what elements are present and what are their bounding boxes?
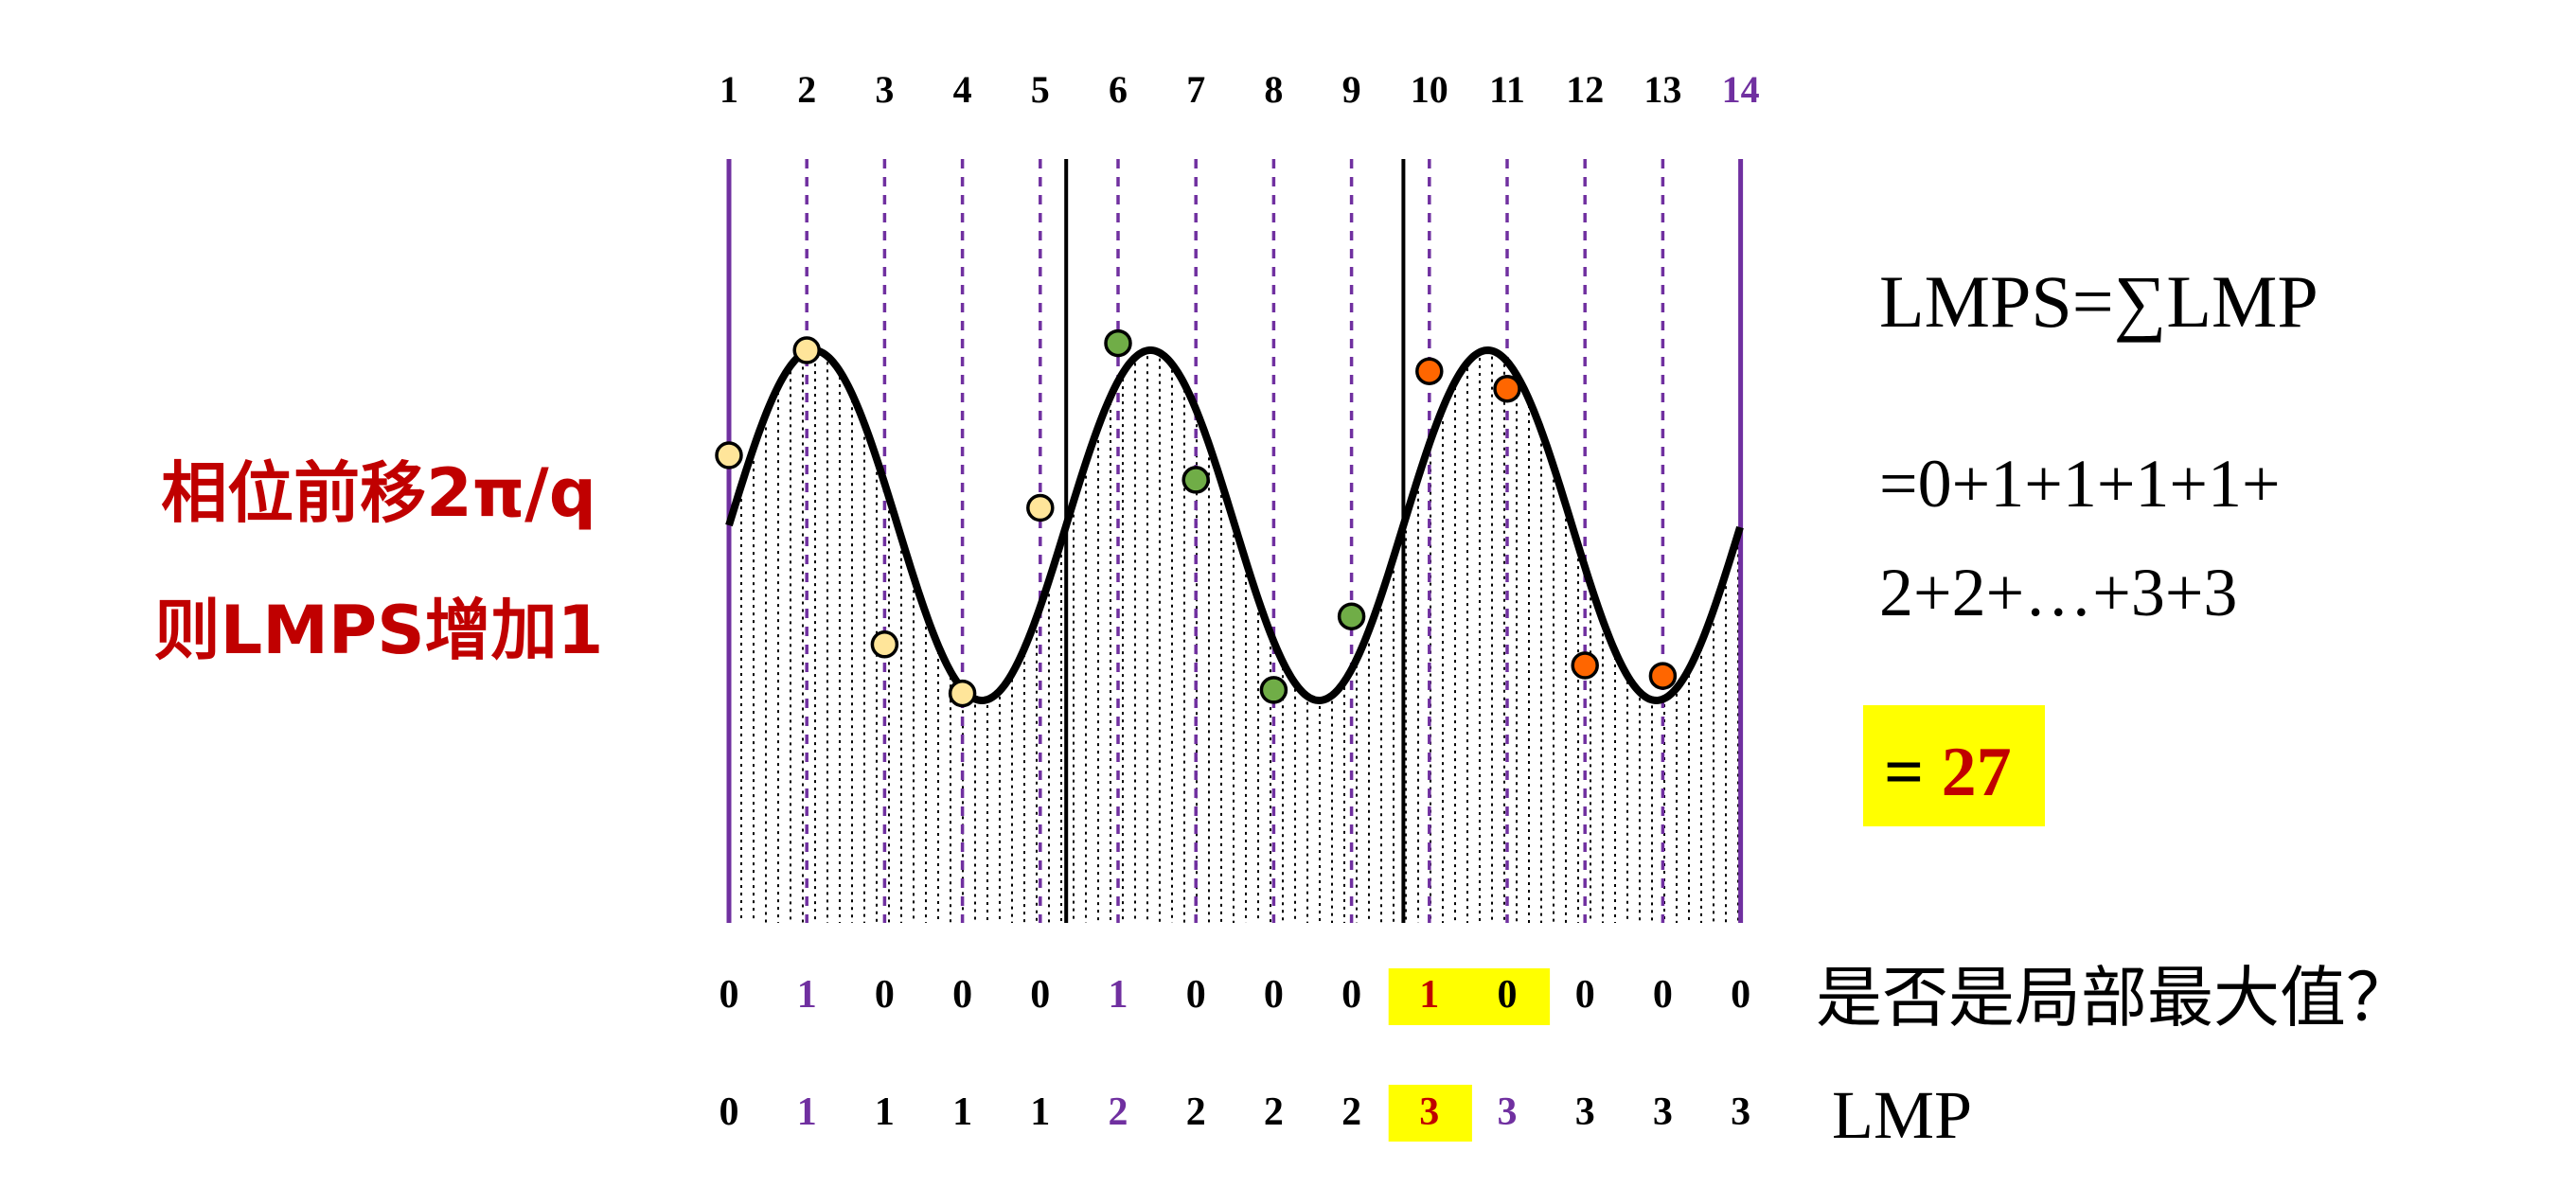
column-number: 2 [797, 68, 816, 111]
column-number: 14 [1722, 68, 1760, 111]
sample-point [948, 679, 977, 708]
column-number: 10 [1411, 68, 1448, 111]
row-value: 3 [1498, 1090, 1518, 1134]
row-value: 2 [1264, 1090, 1284, 1134]
lmp-row-label: LMP [1832, 1077, 1972, 1153]
row-value: 1 [1419, 973, 1439, 1017]
row-value: 2 [1186, 1090, 1206, 1134]
row-value: 0 [720, 973, 739, 1017]
sample-point [1571, 651, 1599, 680]
row-value: 1 [875, 1090, 895, 1134]
row-value: 2 [1109, 1090, 1128, 1134]
row-value: 1 [1109, 973, 1128, 1017]
sample-point [792, 336, 821, 364]
lmp-row: 0 1 1 1 1 2 2 2 2 3 3 3 3 3 [720, 1090, 1751, 1134]
formula-result: = 27 [1884, 734, 2012, 811]
column-lines [726, 159, 1744, 923]
plot-area [715, 159, 1744, 923]
sample-point [1493, 374, 1521, 403]
column-number: 13 [1643, 68, 1681, 111]
row-value: 0 [1030, 973, 1050, 1017]
column-number: 12 [1566, 68, 1604, 111]
row-value: 1 [952, 1090, 972, 1134]
formula-expansion-line2: 2+2+…+3+3 [1879, 555, 2237, 630]
row-highlights [1388, 968, 1551, 1142]
local-max-row: 0 1 0 0 0 1 0 0 0 1 0 0 0 0 [720, 973, 1751, 1017]
sample-point [870, 630, 899, 659]
column-number: 5 [1031, 68, 1050, 111]
column-number: 6 [1109, 68, 1128, 111]
formula-result-prefix: = [1884, 734, 1924, 811]
row-value: 0 [720, 1090, 739, 1134]
formula-lmps-sum: LMPS=∑LMP [1879, 260, 2318, 343]
formula-expansion-line1: =0+1+1+1+1+ [1879, 446, 2281, 522]
column-number: 11 [1489, 68, 1525, 111]
row-value: 0 [1731, 973, 1750, 1017]
sample-point [715, 441, 743, 469]
sample-point [1104, 328, 1132, 358]
sample-point [1648, 662, 1678, 690]
sample-point [1259, 676, 1288, 704]
cell-highlight [1388, 1085, 1472, 1142]
row-value: 0 [1498, 973, 1518, 1017]
caption-line-phase-shift: 相位前移2π/q [161, 454, 596, 532]
row-value: 1 [797, 1090, 817, 1134]
row-value: 0 [1264, 973, 1284, 1017]
row-value: 0 [1575, 973, 1595, 1017]
row-value: 0 [1186, 973, 1206, 1017]
row-value: 1 [1030, 1090, 1050, 1134]
row-value: 3 [1419, 1090, 1439, 1134]
column-number-row: 1 2 3 4 5 6 7 8 9 10 11 12 13 14 [720, 68, 1760, 111]
caption-line-lmps-increase: 则LMPS增加1 [154, 592, 604, 669]
result-highlight-box [1863, 705, 2045, 826]
row-value: 0 [1653, 973, 1673, 1017]
fine-hatch-lines [740, 356, 1739, 923]
column-number: 3 [875, 68, 894, 111]
column-number: 9 [1342, 68, 1361, 111]
row-value: 3 [1731, 1090, 1750, 1134]
sample-point [1415, 357, 1444, 385]
column-number: 7 [1186, 68, 1205, 111]
sample-points [715, 328, 1678, 708]
row-value: 3 [1653, 1090, 1673, 1134]
sample-point [1181, 466, 1210, 494]
row-value: 0 [875, 973, 895, 1017]
local-max-question-label: 是否是局部最大值？ [1816, 959, 2412, 1036]
row-value: 1 [797, 973, 817, 1017]
row-value: 2 [1341, 1090, 1361, 1134]
phase-wave-curve [725, 345, 1744, 705]
sample-point [1337, 602, 1366, 630]
row-value: 0 [952, 973, 972, 1017]
column-number: 4 [953, 68, 972, 111]
sample-point [1026, 493, 1055, 523]
formula-result-value: 27 [1942, 734, 2012, 811]
row-value: 3 [1575, 1090, 1595, 1134]
cell-highlight [1388, 968, 1551, 1025]
row-value: 0 [1341, 973, 1361, 1017]
column-number: 1 [720, 68, 738, 111]
column-number: 8 [1264, 68, 1283, 111]
